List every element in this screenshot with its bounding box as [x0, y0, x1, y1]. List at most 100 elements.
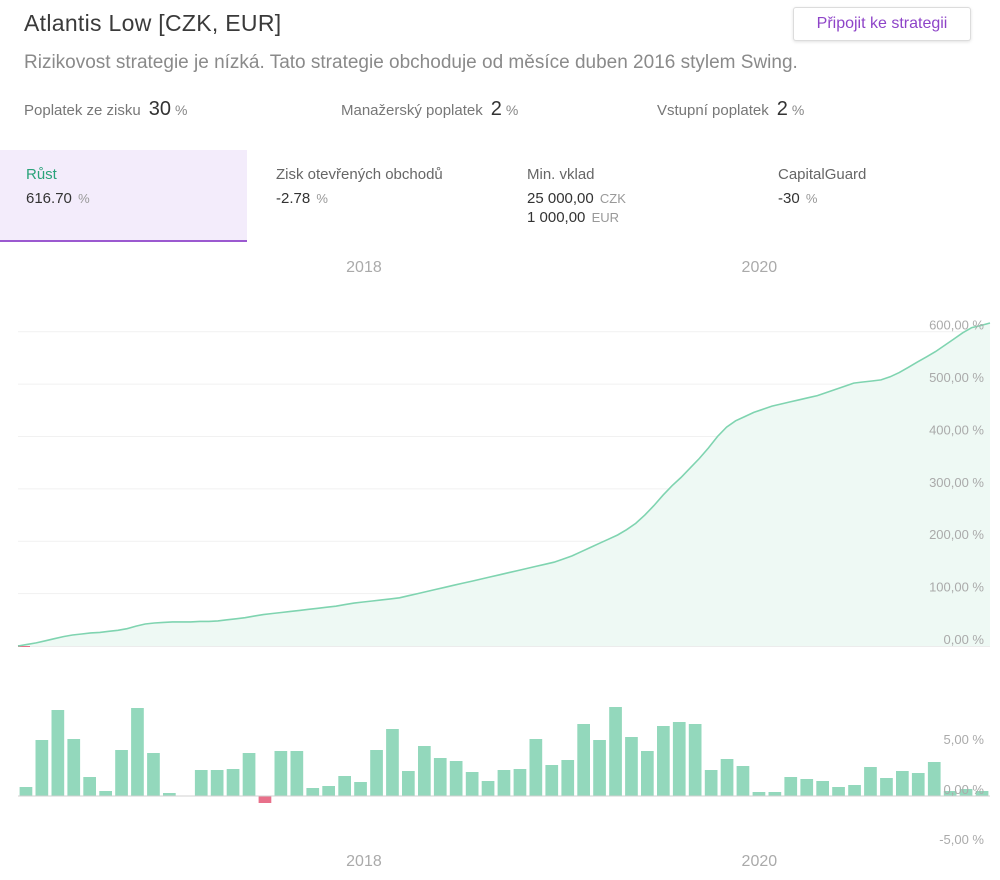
monthly-bars — [18, 707, 990, 803]
monthly-bar — [641, 751, 654, 796]
monthly-bar — [67, 739, 81, 796]
monthly-bar — [816, 781, 829, 796]
monthly-bar — [848, 785, 861, 796]
monthly-bar — [896, 771, 909, 796]
monthly-bar — [784, 777, 798, 796]
tab-min-deposit[interactable]: Min. vklad 25 000,00 CZK 1 000,00 EUR — [501, 150, 751, 242]
fee-unit: % — [505, 102, 519, 118]
strategy-title: Atlantis Low [CZK, EUR] — [24, 10, 282, 36]
monthly-y-axis: 5,00 % 0,00 % -5,00 % — [939, 732, 984, 847]
tab-growth[interactable]: Růst 616.70 % — [0, 150, 247, 242]
capital-guard-value: -30 — [778, 190, 800, 207]
monthly-bar — [577, 724, 590, 796]
min-deposit-eur: 1 000,00 — [527, 209, 586, 226]
stat-value: -2.78 % — [276, 189, 500, 208]
growth-unit: % — [78, 191, 90, 206]
growth-x-tick: 2018 — [346, 259, 382, 276]
stat-label: Min. vklad — [527, 166, 595, 183]
monthly-bar — [51, 710, 65, 796]
open-profit-unit: % — [316, 191, 328, 206]
monthly-bar — [226, 769, 240, 796]
monthly-bar — [386, 729, 399, 796]
fee-profit: Poplatek ze zisku 30% — [24, 98, 187, 121]
monthly-bar — [402, 771, 415, 796]
monthly-bar — [115, 750, 128, 796]
join-strategy-button[interactable]: Připojit ke strategii — [793, 7, 971, 41]
growth-y-axis: 0,00 % 100,00 % 200,00 % 300,00 % 400,00 % 50… — [929, 318, 984, 647]
monthly-bar — [242, 753, 256, 796]
monthly-x-tick: 2018 — [346, 853, 382, 870]
monthly-bar — [147, 753, 160, 796]
monthly-bar — [258, 796, 272, 803]
monthly-x-axis: 2018 2020 — [346, 853, 777, 870]
fee-label: Vstupní poplatek — [657, 102, 769, 119]
capital-guard-unit: % — [805, 191, 818, 206]
monthly-bar — [194, 770, 208, 796]
growth-y-tick: 100,00 % — [929, 580, 984, 595]
min-deposit-czk: 25 000,00 — [527, 190, 594, 207]
monthly-bar — [99, 791, 112, 796]
monthly-bar — [497, 770, 511, 796]
fee-value: 2 — [776, 98, 788, 120]
monthly-bar — [370, 750, 383, 796]
monthly-bar — [290, 751, 304, 796]
fee-entry: Vstupní poplatek 2% — [657, 98, 804, 121]
growth-area — [18, 323, 990, 646]
monthly-bar — [625, 737, 638, 796]
monthly-bar — [704, 770, 718, 796]
monthly-bar — [354, 782, 367, 796]
monthly-bar — [959, 789, 973, 796]
monthly-bar — [418, 746, 431, 796]
growth-y-tick: 300,00 % — [929, 475, 984, 490]
min-deposit-czk-unit: CZK — [599, 191, 626, 206]
fees-row: Poplatek ze zisku 30% Manažerský poplatek… — [0, 98, 1000, 130]
strategy-description: Rizikovost strategie je nízká. Tato stra… — [24, 52, 798, 73]
growth-y-tick: 400,00 % — [929, 422, 984, 437]
stat-label: CapitalGuard — [778, 166, 867, 183]
growth-line — [17, 322, 991, 647]
growth-x-axis: 2018 2020 — [346, 259, 777, 276]
monthly-bar — [736, 766, 750, 796]
monthly-bar — [449, 761, 463, 796]
monthly-bar — [306, 788, 320, 796]
monthly-bar — [19, 787, 33, 796]
monthly-bar — [688, 724, 702, 796]
tab-open-profit[interactable]: Zisk otevřených obchodů -2.78 % — [250, 150, 500, 242]
monthly-bar — [163, 793, 176, 796]
monthly-bar — [720, 759, 734, 796]
open-profit-value: -2.78 — [276, 190, 311, 207]
stats-tabs: Růst 616.70 % Zisk otevřených obchodů -2… — [0, 150, 1000, 242]
stat-value: 616.70 % — [26, 189, 247, 208]
fee-unit: % — [174, 102, 188, 118]
fee-value: 2 — [490, 98, 502, 120]
monthly-bar — [880, 778, 893, 796]
monthly-bar — [210, 770, 224, 796]
monthly-bar — [83, 777, 96, 796]
monthly-bar — [35, 740, 49, 796]
monthly-bar — [561, 760, 575, 796]
growth-y-tick: 200,00 % — [929, 527, 984, 542]
fee-management: Manažerský poplatek 2% — [341, 98, 518, 121]
min-deposit-eur-unit: EUR — [591, 210, 620, 225]
monthly-bar — [800, 779, 814, 796]
stat-label: Zisk otevřených obchodů — [276, 166, 443, 183]
monthly-bar — [433, 758, 447, 796]
monthly-bar — [545, 765, 559, 796]
tab-capital-guard[interactable]: CapitalGuard -30 % — [752, 150, 1000, 242]
growth-y-tick: 0,00 % — [944, 632, 985, 647]
stat-value: 25 000,00 CZK 1 000,00 EUR — [527, 189, 751, 227]
fee-label: Manažerský poplatek — [341, 102, 483, 119]
monthly-chart: 5,00 % 0,00 % -5,00 % 2018 2020 — [18, 707, 990, 870]
growth-x-tick: 2020 — [742, 259, 778, 276]
monthly-bar — [609, 707, 622, 796]
monthly-bar — [322, 786, 335, 796]
monthly-bar — [593, 740, 606, 796]
growth-chart: 0,00 % 100,00 % 200,00 % 300,00 % 400,00 % 50… — [17, 259, 991, 647]
monthly-x-tick: 2020 — [742, 853, 778, 870]
fee-label: Poplatek ze zisku — [24, 102, 141, 119]
monthly-bar — [657, 726, 670, 796]
monthly-bar — [927, 762, 941, 796]
monthly-bar — [338, 776, 351, 796]
monthly-bar — [975, 791, 989, 796]
